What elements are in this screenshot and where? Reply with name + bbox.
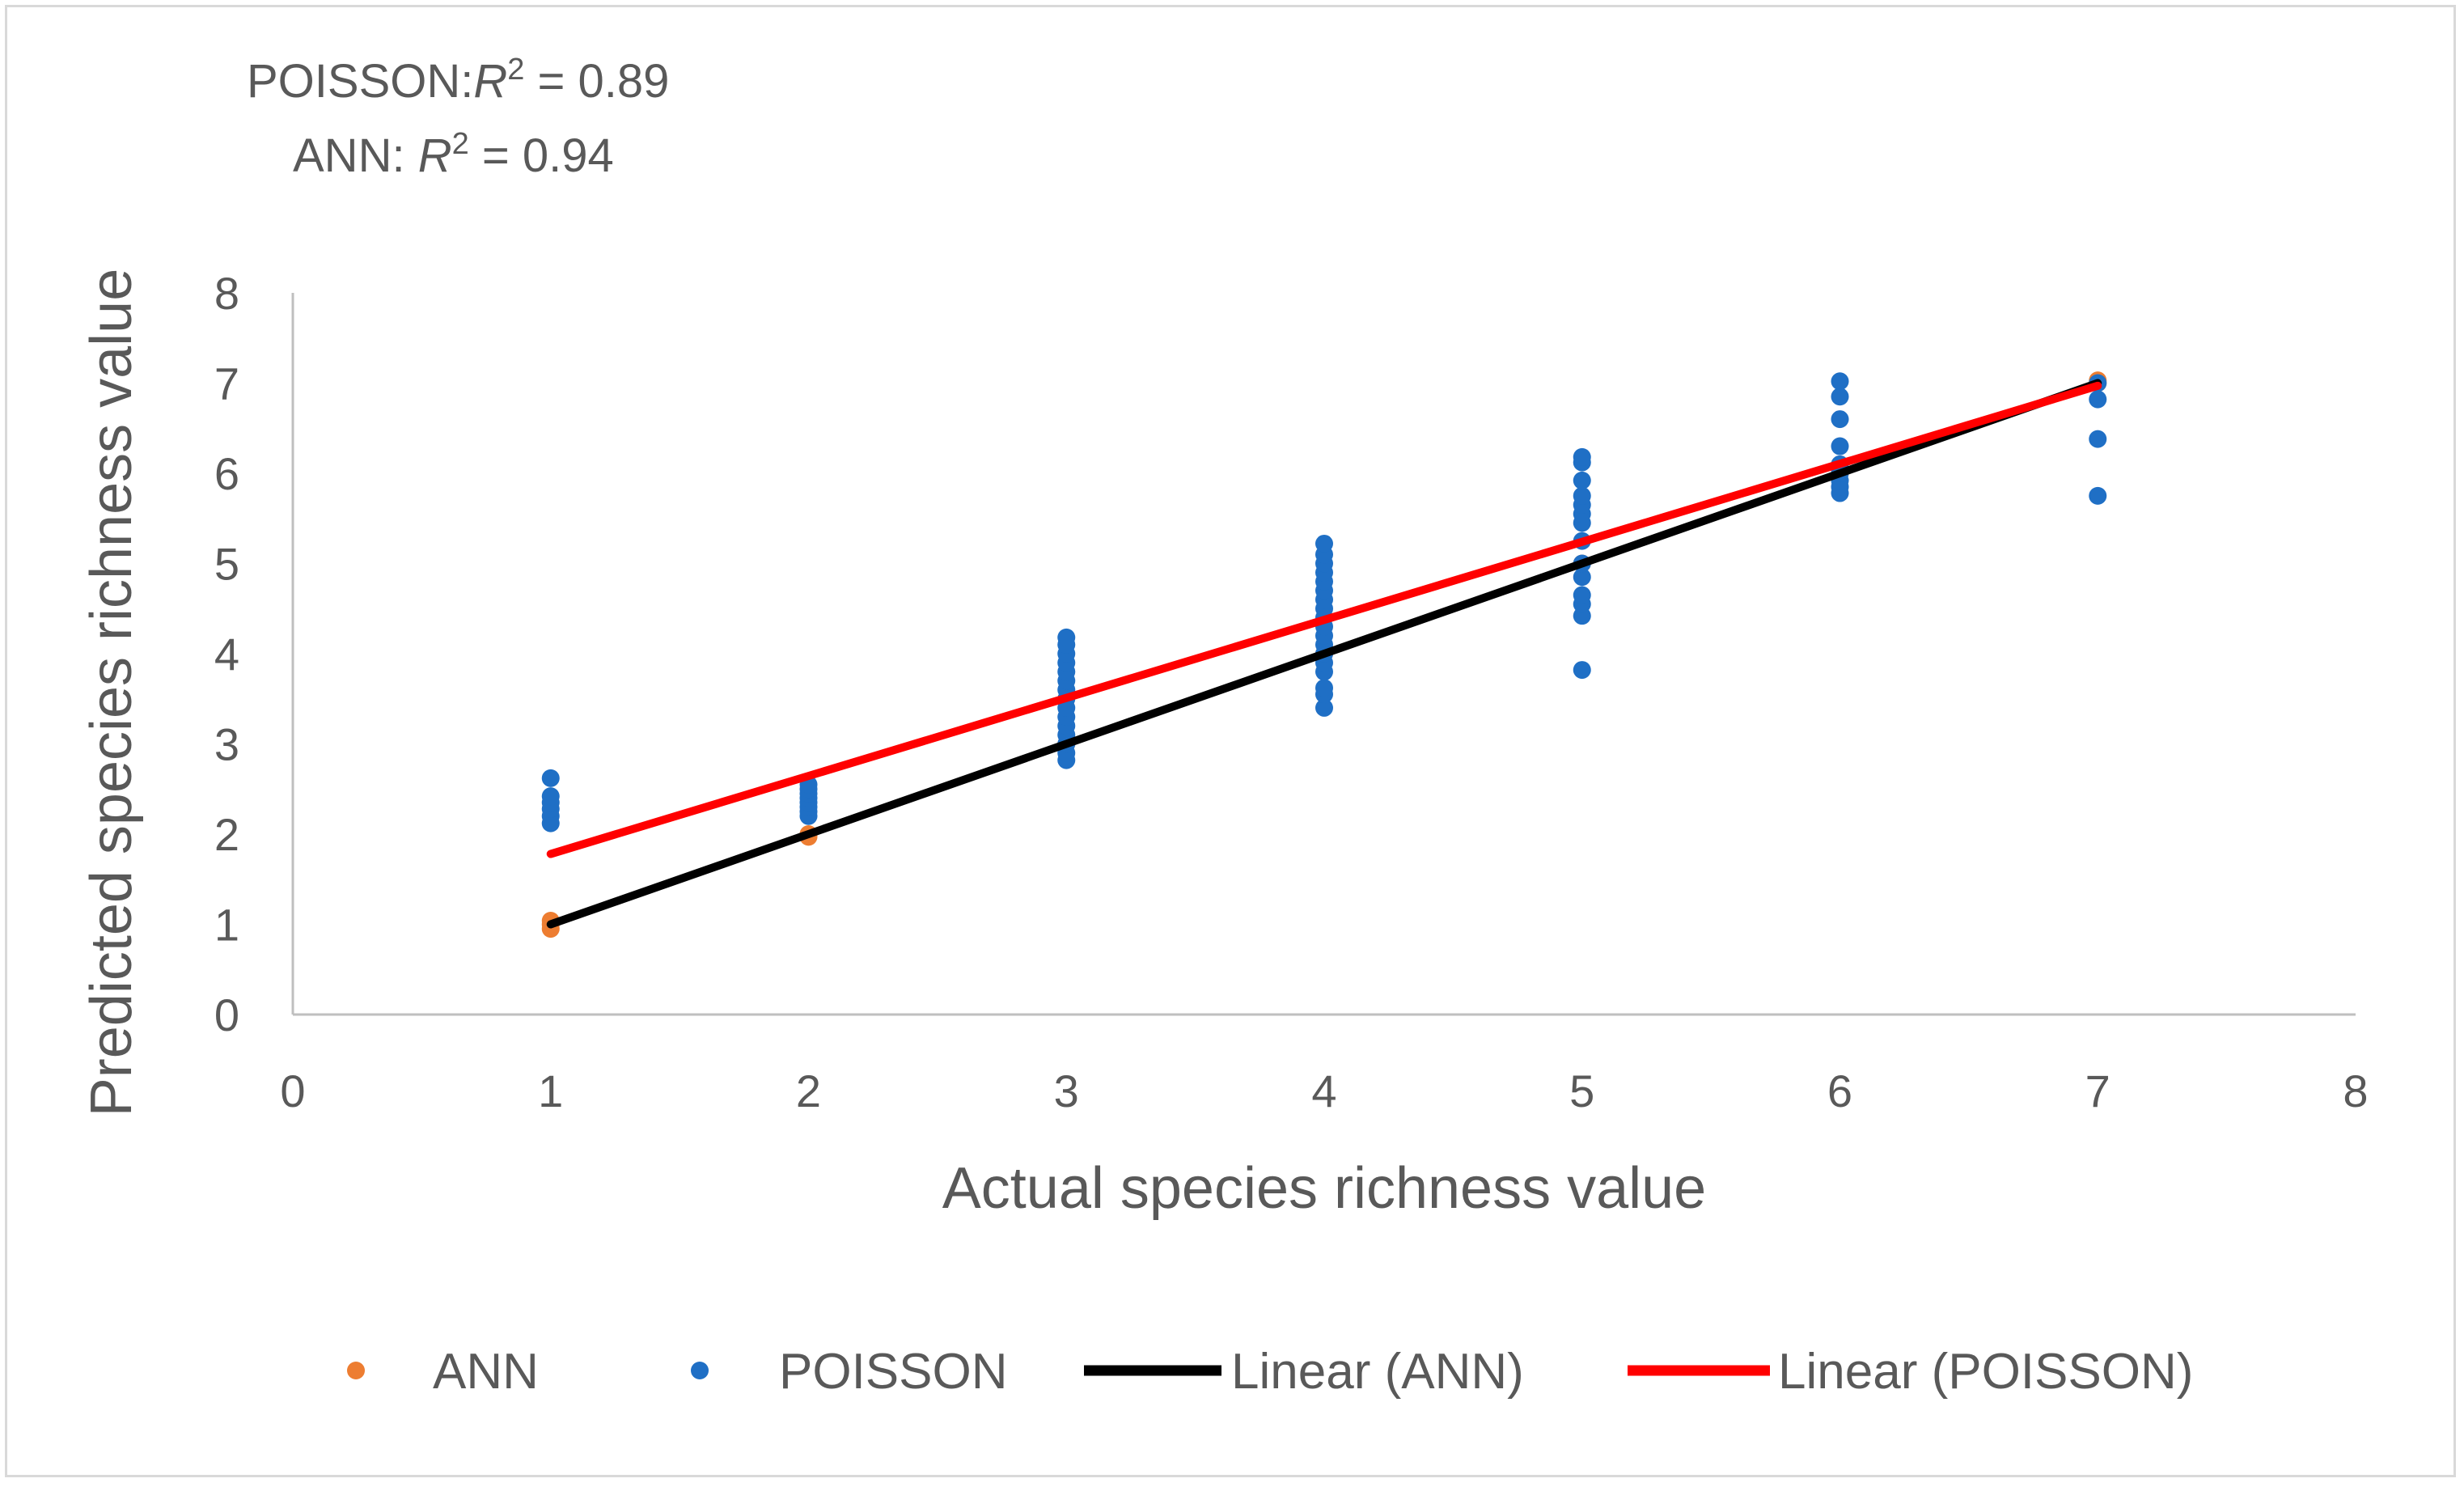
chart-frame	[5, 5, 2456, 1477]
poisson-point	[1057, 628, 1076, 646]
poisson-point	[1573, 661, 1591, 680]
legend-marker-ann	[347, 1362, 365, 1379]
legend-label-linear-ann: Linear (ANN)	[1231, 1344, 1524, 1400]
y-tick-label: 7	[214, 358, 239, 409]
poisson-point	[1831, 388, 1849, 406]
y-tick-label: 2	[214, 809, 239, 860]
x-tick-labels: 0 1 2 3 4 5 6 7 8	[280, 1065, 2368, 1116]
poisson-point	[1315, 679, 1333, 697]
x-tick-label: 7	[2085, 1065, 2110, 1116]
poisson-point	[541, 787, 560, 806]
legend-label-ann: ANN	[433, 1344, 539, 1400]
poisson-point	[1831, 372, 1849, 391]
x-axis-title: Actual species richness value	[942, 1156, 1706, 1221]
y-tick-label: 1	[214, 900, 239, 951]
x-tick-label: 3	[1054, 1065, 1079, 1116]
poisson-point	[1315, 698, 1333, 717]
legend-label-linear-poisson: Linear (POISSON)	[1778, 1344, 2193, 1400]
x-tick-label: 2	[796, 1065, 821, 1116]
poisson-point	[1315, 534, 1333, 553]
y-tick-label: 6	[214, 448, 239, 499]
r2-annotation-ann: ANN: R2 = 0.94	[293, 127, 614, 182]
r2-annotation-poisson: POISSON:R2 = 0.89	[247, 53, 669, 108]
poisson-point	[2089, 486, 2107, 505]
poisson-point	[1573, 586, 1591, 604]
poisson-series	[541, 372, 2107, 832]
poisson-point	[541, 769, 560, 787]
y-tick-labels: 0 1 2 3 4 5 6 7 8	[214, 268, 239, 1040]
legend: ANN POISSON Linear (ANN) Linear (POISSON…	[347, 1344, 2193, 1400]
poisson-point	[2089, 430, 2107, 448]
poisson-point	[1831, 437, 1849, 455]
legend-label-poisson: POISSON	[779, 1344, 1008, 1400]
poisson-point	[1573, 447, 1591, 466]
x-tick-label: 5	[1569, 1065, 1594, 1116]
poisson-point	[1573, 486, 1591, 505]
legend-marker-poisson	[691, 1362, 709, 1379]
y-tick-label: 4	[214, 629, 239, 680]
y-tick-label: 0	[214, 989, 239, 1040]
poisson-point	[1573, 471, 1591, 489]
y-tick-label: 5	[214, 539, 239, 590]
y-tick-label: 8	[214, 268, 239, 319]
poisson-point	[1831, 410, 1849, 429]
x-tick-label: 8	[2343, 1065, 2368, 1116]
x-tick-label: 0	[280, 1065, 305, 1116]
y-axis-title: Predicted species richness value	[79, 269, 144, 1117]
trendline-linear-poisson	[546, 381, 2102, 858]
poisson-point	[2089, 390, 2107, 409]
x-tick-label: 4	[1311, 1065, 1336, 1116]
poisson-point	[1573, 568, 1591, 587]
x-tick-label: 6	[1827, 1065, 1852, 1116]
trendlines	[546, 379, 2102, 929]
x-tick-label: 1	[538, 1065, 563, 1116]
y-tick-label: 3	[214, 719, 239, 770]
trendline-linear-ann	[546, 379, 2102, 929]
